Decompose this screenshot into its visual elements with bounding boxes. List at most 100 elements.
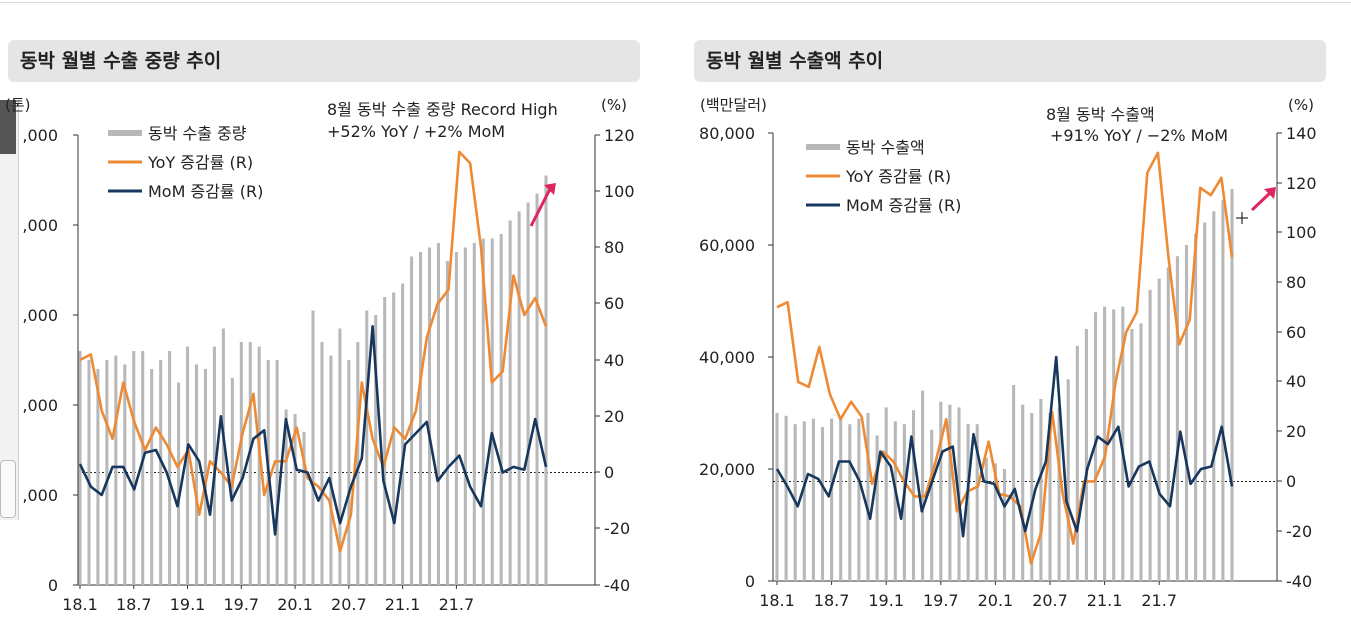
chart2-x-tick-label: 20.7 bbox=[1032, 591, 1068, 610]
chart2-bar bbox=[1194, 233, 1198, 582]
chart2-mom-line bbox=[775, 355, 1234, 538]
sidebar-dark-tab[interactable] bbox=[0, 100, 16, 154]
chart1-right-unit: (%) bbox=[601, 96, 627, 114]
chart2-right-tick-label: 100 bbox=[1286, 223, 1317, 242]
chart2-yoy-line bbox=[776, 151, 1234, 565]
chart2-bar bbox=[820, 427, 825, 581]
chart2-bar bbox=[966, 424, 970, 581]
chart2-x-tick-label: 19.7 bbox=[923, 591, 959, 610]
chart2-x-tick-label: 20.1 bbox=[978, 591, 1014, 610]
chart2-bar bbox=[1139, 323, 1143, 581]
chart1-bar bbox=[168, 351, 172, 585]
chart1-right-tick-label: 40 bbox=[604, 351, 624, 370]
sidebar-box[interactable] bbox=[0, 460, 16, 518]
chart2-bar bbox=[875, 435, 879, 581]
chart1-bar bbox=[526, 202, 530, 585]
chart2-bar bbox=[1012, 385, 1016, 581]
chart2-right-tick-label: 0 bbox=[1286, 472, 1296, 491]
chart1-bar bbox=[159, 360, 163, 585]
chart1-bar bbox=[454, 252, 458, 585]
chart1-annotation: +52% YoY / +2% MoM bbox=[327, 122, 505, 141]
chart1-bar bbox=[78, 351, 82, 585]
chart2-right-tick-label: -20 bbox=[1286, 522, 1312, 541]
chart1-right-tick-label: 20 bbox=[604, 407, 624, 426]
chart2-bar bbox=[1002, 469, 1007, 581]
chart2-bar bbox=[784, 415, 788, 581]
chart1-bar bbox=[284, 409, 288, 585]
chart1-bar bbox=[150, 369, 154, 585]
sidebar-strip[interactable] bbox=[0, 100, 19, 520]
chart1-bar bbox=[275, 360, 279, 585]
chart2-bar bbox=[1230, 189, 1234, 581]
chart2-bar bbox=[984, 457, 988, 581]
chart1-bar bbox=[114, 355, 118, 585]
chart1-legend-label: 동박 수출 중량 bbox=[148, 124, 247, 143]
chart2-bar bbox=[1166, 267, 1170, 581]
chart2-legend-label: 동박 수출액 bbox=[846, 138, 925, 157]
chart2-right-tick-label: -40 bbox=[1286, 572, 1312, 591]
chart2-bar bbox=[1130, 329, 1134, 581]
chart1-bar bbox=[239, 342, 243, 585]
chart2-x-tick-label: 18.7 bbox=[814, 591, 850, 610]
chart2-right-tick-label: 120 bbox=[1286, 174, 1317, 193]
chart2-bar bbox=[921, 390, 925, 581]
chart2-bar bbox=[848, 424, 852, 581]
chart1-left-tick-label: ,000 bbox=[22, 126, 58, 145]
chart2-left-tick-label: 40,000 bbox=[699, 348, 755, 367]
chart1-bar bbox=[87, 360, 91, 585]
chart2-bar bbox=[1157, 278, 1161, 581]
chart2-arrow-icon bbox=[1250, 191, 1272, 212]
chart1-right-tick-label: 120 bbox=[604, 126, 635, 145]
chart2-bar bbox=[1075, 345, 1079, 581]
chart1-bar bbox=[293, 414, 297, 585]
chart1-bar bbox=[401, 283, 405, 585]
chart2-annotation: +91% YoY / −2% MoM bbox=[1050, 126, 1228, 145]
chart2-bar bbox=[1039, 399, 1043, 581]
chart1-bar bbox=[311, 310, 315, 585]
chart2-bar bbox=[1121, 306, 1125, 581]
chart1-bar bbox=[96, 369, 100, 585]
chart2-right-tick-label: 40 bbox=[1286, 372, 1306, 391]
chart1-bar bbox=[248, 342, 252, 585]
chart1-left-unit: (톤) bbox=[5, 96, 31, 114]
chart1-bar bbox=[383, 297, 387, 585]
chart1-left-tick-label: 0 bbox=[48, 576, 58, 595]
chart2-bar bbox=[1021, 404, 1025, 581]
chart1-bar bbox=[132, 351, 136, 585]
chart2-bar bbox=[1048, 413, 1052, 581]
chart1-x-tick-label: 21.1 bbox=[385, 595, 421, 614]
chart2-x-tick-label: 18.1 bbox=[759, 591, 795, 610]
chart1-right-tick-label: 100 bbox=[604, 182, 635, 201]
chart2-bar bbox=[948, 404, 952, 581]
chart2-bar bbox=[1057, 407, 1061, 581]
chart1-bar bbox=[302, 432, 306, 585]
chart1-bar bbox=[123, 364, 127, 585]
chart1-x-tick-label: 19.7 bbox=[223, 595, 259, 614]
chart1-bar bbox=[544, 175, 548, 585]
chart1-left-tick-label: ,000 bbox=[22, 306, 58, 325]
chart2-bar bbox=[839, 415, 843, 581]
chart2-x-tick-label: 21.1 bbox=[1087, 591, 1123, 610]
chart2-bar bbox=[1030, 413, 1034, 581]
chart1-bar bbox=[490, 238, 494, 585]
chart1-bar bbox=[338, 328, 342, 585]
chart2-bar bbox=[1175, 256, 1179, 581]
chart1-bar bbox=[427, 247, 432, 585]
chart2-bar bbox=[866, 413, 870, 581]
chart2-bar bbox=[1212, 211, 1216, 581]
chart1-bar bbox=[356, 342, 360, 585]
chart1-x-tick-label: 21.7 bbox=[439, 595, 475, 614]
chart1-left-tick-label: ,000 bbox=[22, 396, 58, 415]
chart1-bar bbox=[257, 346, 261, 585]
chart2-bar bbox=[811, 418, 815, 581]
chart1-arrow-icon bbox=[529, 188, 552, 227]
chart2-right-tick-label: 20 bbox=[1286, 422, 1306, 441]
chart2-legend-label: MoM 증감률 (R) bbox=[846, 196, 961, 215]
chart2-x-tick-label: 21.7 bbox=[1141, 591, 1177, 610]
chart1-bar bbox=[535, 193, 539, 585]
chart1-bar bbox=[329, 355, 333, 585]
chart2-bar bbox=[830, 418, 834, 581]
chart2-bar bbox=[1184, 245, 1189, 581]
chart1-left-tick-label: ,000 bbox=[22, 216, 58, 235]
chart2-bar bbox=[884, 407, 888, 581]
